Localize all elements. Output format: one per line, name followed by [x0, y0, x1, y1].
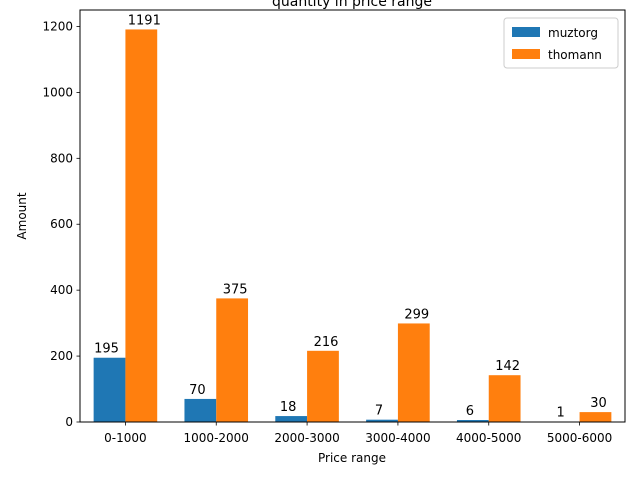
bar-muztorg-0-1000 — [93, 357, 126, 422]
x-tick-label: 5000-6000 — [547, 431, 612, 445]
bar-muztorg-4000-5000 — [456, 420, 489, 422]
bar-thomann-2000-3000 — [307, 350, 339, 422]
bars-layer — [93, 29, 612, 422]
bar-label-muztorg-5000-6000: 1 — [557, 406, 565, 421]
bar-label-thomann-4000-5000: 142 — [495, 359, 520, 374]
legend-swatch-muztorg — [512, 27, 540, 37]
bar-label-thomann-2000-3000: 216 — [314, 335, 339, 350]
x-tick-label: 1000-2000 — [184, 431, 249, 445]
x-tick-label: 0-1000 — [104, 431, 147, 445]
x-tick-label: 4000-5000 — [456, 431, 521, 445]
y-tick-label: 400 — [50, 283, 73, 297]
x-tick-label: 3000-4000 — [365, 431, 430, 445]
plot-frame — [79, 9, 626, 423]
bar-label-muztorg-2000-3000: 18 — [280, 400, 297, 415]
x-axis-label: Price range — [318, 451, 386, 465]
y-tick-label: 0 — [65, 415, 73, 429]
bar-thomann-5000-6000 — [579, 412, 612, 422]
y-tick-label: 1200 — [42, 19, 73, 33]
bar-muztorg-3000-4000 — [366, 419, 398, 422]
y-tick-label: 1000 — [42, 85, 73, 99]
y-axis-label: Amount — [15, 192, 29, 239]
bar-label-muztorg-4000-5000: 6 — [466, 404, 474, 419]
x-axis: 0-1000 1000-2000 2000-3000 3000-4000 4000-50… — [104, 422, 612, 445]
bar-thomann-3000-4000 — [397, 323, 430, 422]
bar-label-muztorg-1000-2000: 70 — [189, 383, 206, 398]
y-tick-label: 600 — [50, 217, 73, 231]
x-tick-label: 2000-3000 — [274, 431, 339, 445]
bar-label-muztorg-0-1000: 195 — [94, 342, 119, 357]
chart-title: quantity in price range — [272, 0, 432, 10]
bar-muztorg-1000-2000 — [184, 398, 217, 422]
legend-label-thomann: thomann — [548, 48, 602, 62]
bar-thomann-0-1000 — [125, 29, 158, 422]
bar-label-thomann-0-1000: 1191 — [128, 13, 161, 28]
y-tick-label: 800 — [50, 151, 73, 165]
y-tick-label: 200 — [50, 349, 73, 363]
bar-muztorg-2000-3000 — [275, 416, 308, 422]
bar-thomann-4000-5000 — [488, 375, 521, 422]
bar-label-thomann-1000-2000: 375 — [223, 282, 248, 297]
y-axis: 0 200 400 600 800 1000 1200 — [42, 19, 80, 429]
legend: muztorg thomann — [503, 17, 619, 69]
legend-label-muztorg: muztorg — [548, 26, 598, 40]
bar-label-thomann-5000-6000: 30 — [590, 396, 607, 411]
legend-swatch-thomann — [512, 49, 540, 59]
bar-thomann-1000-2000 — [216, 298, 249, 422]
bar-label-thomann-3000-4000: 299 — [404, 307, 429, 322]
bar-labels-layer: 195 70 18 7 6 1 1191 375 216 299 142 30 — [94, 13, 607, 420]
bar-label-muztorg-3000-4000: 7 — [375, 404, 383, 419]
